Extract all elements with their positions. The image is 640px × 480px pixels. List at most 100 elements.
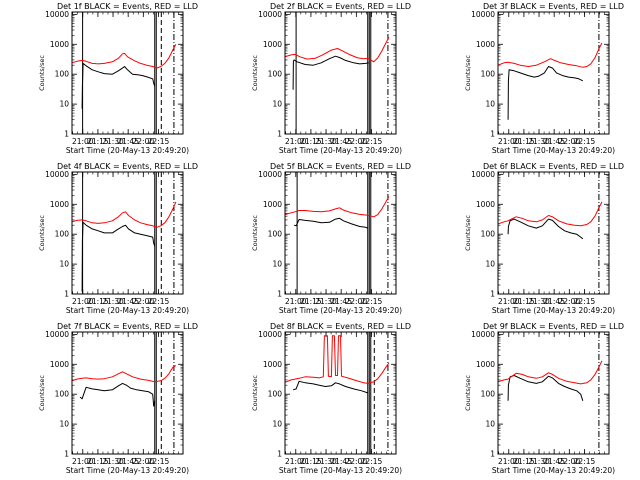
x-tick-label: 21:15 (87, 457, 109, 466)
y-tick-label: 1 (490, 450, 495, 459)
x-tick-label: 22:00 (132, 137, 154, 146)
events-series-line (507, 66, 584, 120)
plot-area (72, 332, 177, 454)
chart-title: Det 3f BLACK = Events, RED = LLD (483, 2, 624, 11)
x-tick-label: 21:45 (543, 137, 565, 146)
events-series-line (292, 55, 369, 90)
chart-title: Det 6f BLACK = Events, RED = LLD (483, 162, 624, 171)
x-tick-label: 21:45 (330, 137, 352, 146)
x-tick-label: 22:00 (558, 457, 580, 466)
y-tick-label: 10 (272, 420, 282, 429)
y-tick-label: 10000 (45, 170, 69, 179)
y-tick-label: 1 (64, 290, 69, 299)
x-axis-label: Start Time (20-May-13 20:49:20) (279, 306, 402, 315)
y-tick-label: 1000 (263, 360, 282, 369)
chart-panel-2: Det 2f BLACK = Events, RED = LLD 1 10 100 10… (251, 2, 411, 155)
y-tick-label: 10000 (258, 10, 282, 19)
y-tick-label: 10 (485, 100, 495, 109)
plot-frame (497, 331, 610, 455)
y-tick-label: 1000 (476, 40, 495, 49)
x-tick-label: 21:45 (543, 297, 565, 306)
chart-panel-5: Det 5f BLACK = Events, RED = LLD 1 10 100 10… (251, 162, 411, 315)
x-tick-label: 21:15 (300, 297, 322, 306)
y-tick-label: 1 (277, 450, 282, 459)
x-tick-label: 21:00 (72, 297, 94, 306)
x-tick-label: 21:00 (72, 137, 94, 146)
x-tick-label: 22:00 (345, 457, 367, 466)
y-tick-label: 10 (485, 420, 495, 429)
y-tick-label: 100 (481, 70, 496, 79)
x-tick-label: 22:15 (361, 137, 383, 146)
x-tick-label: 21:45 (117, 297, 139, 306)
plot-frame (284, 331, 397, 455)
x-axis-label: Start Time (20-May-13 20:49:20) (492, 466, 615, 475)
x-axis-label: Start Time (20-May-13 20:49:20) (66, 466, 189, 475)
y-tick-label: 100 (481, 230, 496, 239)
x-tick-label: 21:00 (498, 137, 520, 146)
y-tick-label: 1 (64, 450, 69, 459)
plot-frame (284, 11, 397, 135)
lld-series-line (72, 44, 177, 69)
y-tick-label: 100 (55, 70, 70, 79)
y-tick-label: 1 (490, 290, 495, 299)
plot-area (72, 12, 177, 134)
y-tick-label: 1 (490, 130, 495, 139)
x-tick-label: 21:00 (498, 457, 520, 466)
chart-title: Det 4f BLACK = Events, RED = LLD (57, 162, 198, 171)
y-tick-label: 1000 (263, 40, 282, 49)
plot-frame (71, 11, 184, 135)
x-tick-label: 21:15 (513, 457, 535, 466)
y-axis-label: Counts/sec (464, 375, 472, 411)
x-tick-label: 21:30 (528, 297, 550, 306)
y-tick-label: 100 (55, 230, 70, 239)
events-series-line (81, 221, 156, 292)
x-tick-label: 22:15 (148, 457, 170, 466)
x-tick-label: 22:00 (132, 297, 154, 306)
y-axis-label: Counts/sec (38, 375, 46, 411)
lld-series-line (72, 201, 177, 228)
x-tick-label: 22:15 (148, 137, 170, 146)
x-axis-label: Start Time (20-May-13 20:49:20) (279, 146, 402, 155)
plot-frame (71, 171, 184, 295)
chart-title: Det 1f BLACK = Events, RED = LLD (57, 2, 198, 11)
plot-area (72, 172, 177, 294)
events-series-line (293, 217, 368, 229)
plot-area (285, 332, 390, 454)
y-tick-label: 10 (485, 260, 495, 269)
x-axis-label: Start Time (20-May-13 20:49:20) (279, 466, 402, 475)
x-tick-label: 21:30 (528, 137, 550, 146)
chart-title: Det 5f BLACK = Events, RED = LLD (270, 162, 411, 171)
x-tick-label: 21:00 (285, 137, 307, 146)
y-tick-label: 10000 (471, 330, 495, 339)
lld-series-line (285, 37, 390, 63)
lld-series-line (498, 360, 603, 385)
x-tick-label: 21:30 (528, 457, 550, 466)
y-tick-label: 100 (268, 390, 283, 399)
x-tick-label: 21:30 (315, 457, 337, 466)
y-axis-label: Counts/sec (464, 215, 472, 251)
x-tick-label: 22:00 (132, 457, 154, 466)
y-tick-label: 1000 (50, 200, 69, 209)
x-tick-label: 22:15 (574, 137, 596, 146)
lld-series-line (285, 335, 390, 384)
y-tick-label: 1000 (476, 200, 495, 209)
x-tick-label: 21:15 (87, 137, 109, 146)
x-tick-label: 21:45 (117, 137, 139, 146)
plot-frame (284, 171, 397, 295)
y-tick-label: 1000 (50, 40, 69, 49)
y-axis-label: Counts/sec (251, 55, 259, 91)
y-tick-label: 10000 (258, 330, 282, 339)
y-tick-label: 1 (277, 290, 282, 299)
x-axis-label: Start Time (20-May-13 20:49:20) (492, 146, 615, 155)
events-series-line (292, 380, 368, 394)
y-tick-label: 10000 (471, 170, 495, 179)
x-tick-label: 22:15 (361, 457, 383, 466)
x-tick-label: 21:45 (330, 297, 352, 306)
x-tick-label: 21:15 (513, 297, 535, 306)
plot-frame (497, 11, 610, 135)
lld-series-line (498, 201, 603, 227)
x-tick-label: 21:45 (543, 457, 565, 466)
y-tick-label: 1 (277, 130, 282, 139)
chart-panel-7: Det 7f BLACK = Events, RED = LLD 1 10 100 10… (38, 322, 198, 475)
